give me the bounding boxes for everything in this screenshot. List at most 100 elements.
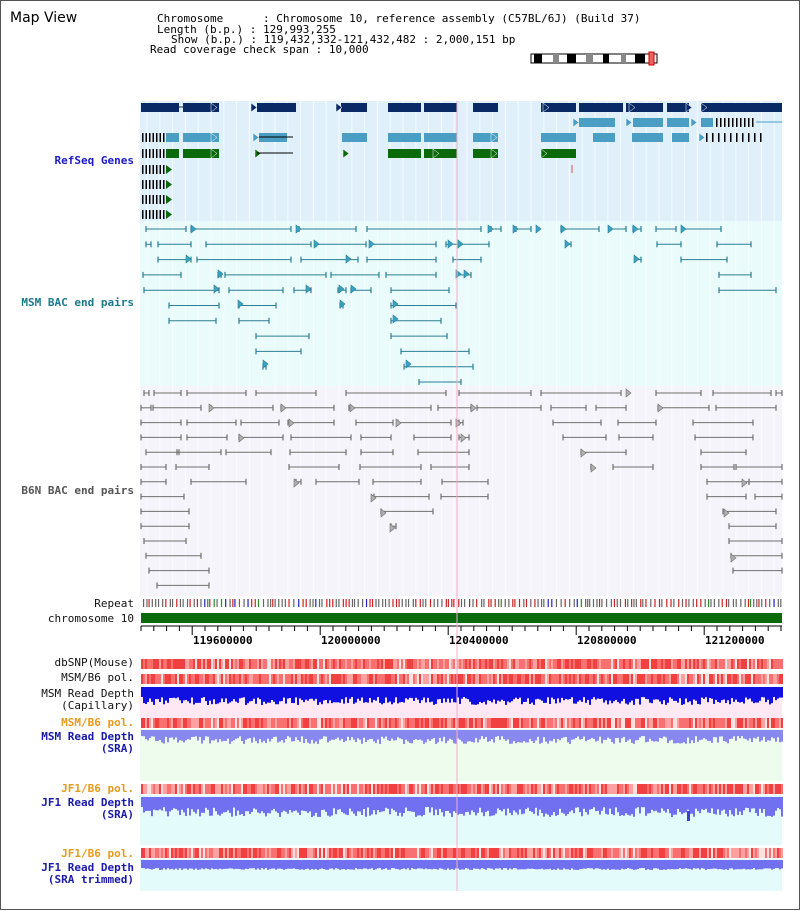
track-label-msm-depth-sra[interactable]: MSM Read Depth (SRA)	[41, 731, 134, 755]
heat-cell	[275, 659, 277, 669]
heat-cell	[591, 848, 593, 858]
heat-cell	[577, 784, 579, 794]
heat-cell	[231, 659, 233, 669]
heat-cell	[297, 659, 299, 669]
heat-cell	[753, 784, 755, 794]
heat-cell	[715, 848, 717, 858]
heat-cell	[471, 659, 473, 669]
depth-bar	[391, 797, 393, 809]
depth-tracks[interactable]	[141, 687, 783, 870]
heat-cell	[273, 848, 275, 858]
refseq-gene-track[interactable]	[141, 102, 782, 219]
msm-bac-track[interactable]	[142, 224, 777, 385]
heat-cell	[535, 848, 537, 858]
bac-arrow	[405, 359, 412, 369]
depth-bar	[627, 797, 629, 815]
heat-cell	[283, 784, 285, 794]
depth-bar	[529, 797, 531, 812]
depth-bar	[251, 860, 253, 869]
depth-bar	[665, 730, 667, 738]
bac-arrow	[460, 433, 467, 443]
depth-bar	[677, 687, 679, 703]
heat-cell	[335, 674, 337, 684]
heat-cell	[479, 718, 481, 728]
repeat-track[interactable]	[143, 599, 782, 607]
heat-cell	[403, 718, 405, 728]
track-label-jf1-depth-sra[interactable]: JF1 Read Depth (SRA)	[41, 797, 134, 821]
repeat-mark	[171, 599, 174, 607]
gene-exon	[166, 133, 179, 142]
chromosome-ideogram[interactable]	[530, 51, 658, 66]
track-label-msm-depth-cap[interactable]: MSM Read Depth (Capillary)	[41, 688, 134, 712]
heat-cell	[221, 718, 223, 728]
position-axis	[140, 625, 782, 635]
heat-cell	[555, 784, 557, 794]
depth-bar	[641, 797, 643, 808]
heat-cell	[391, 718, 393, 728]
heat-cell	[533, 674, 535, 684]
heat-cell	[481, 784, 483, 794]
heat-cell	[761, 784, 763, 794]
bac-arrow	[625, 388, 632, 398]
heat-cell	[581, 674, 583, 684]
depth-bar	[295, 860, 297, 870]
depth-bar	[485, 687, 487, 705]
depth-bar	[267, 730, 269, 739]
track-label-msm-b6-pol[interactable]: MSM/B6 pol.	[61, 671, 134, 684]
depth-bar	[753, 797, 755, 809]
heat-cell	[761, 718, 763, 728]
track-label-msm-bac[interactable]: MSM BAC end pairs	[21, 296, 134, 309]
track-label-jf1-b6-pol-2[interactable]: JF1/B6 pol.	[61, 847, 134, 860]
depth-bar	[145, 797, 147, 812]
repeat-mark	[576, 599, 578, 607]
heat-cell	[357, 784, 359, 794]
heat-cell	[737, 848, 739, 858]
heat-cell	[501, 659, 503, 669]
heat-cell	[669, 674, 671, 684]
track-label-repeat[interactable]: Repeat	[94, 597, 134, 610]
heat-cell	[389, 659, 391, 669]
heatmap-tracks[interactable]	[141, 659, 783, 858]
gene-exon	[159, 180, 161, 189]
track-label-jf1-b6-pol[interactable]: JF1/B6 pol.	[61, 782, 134, 795]
depth-bar	[201, 797, 203, 813]
gene-exon	[163, 149, 165, 158]
heat-cell	[197, 659, 199, 669]
heat-cell	[699, 848, 701, 858]
heat-cell	[513, 674, 515, 684]
depth-bar	[603, 797, 605, 808]
depth-bar	[347, 860, 349, 870]
depth-bar	[485, 860, 487, 870]
track-label-dbsnp[interactable]: dbSNP(Mouse)	[54, 656, 134, 669]
depth-bar	[691, 730, 693, 741]
heat-cell	[575, 659, 577, 669]
heat-cell	[629, 784, 631, 794]
heat-cell	[715, 718, 717, 728]
heat-cell	[433, 659, 435, 669]
depth-bar	[263, 797, 265, 814]
heat-cell	[645, 784, 647, 794]
track-label-refseq[interactable]: RefSeq Genes	[54, 154, 134, 167]
track-label-jf1-depth-trim[interactable]: JF1 Read Depth (SRA trimmed)	[41, 862, 134, 886]
heat-cell	[779, 784, 781, 794]
depth-bar	[433, 687, 435, 705]
repeat-mark	[392, 599, 394, 607]
depth-bar	[353, 687, 355, 704]
repeat-mark	[718, 599, 720, 607]
heat-cell	[575, 784, 577, 794]
depth-bar	[559, 730, 561, 741]
repeat-mark	[460, 599, 463, 607]
depth-bar	[457, 730, 459, 739]
b6n-bac-track[interactable]	[140, 388, 783, 589]
chromosome-bar[interactable]	[141, 613, 782, 623]
heat-cell	[341, 659, 343, 669]
heat-cell	[243, 784, 245, 794]
track-label-b6n-bac[interactable]: B6N BAC end pairs	[21, 484, 134, 497]
heat-cell	[631, 718, 633, 728]
heat-cell	[355, 718, 357, 728]
track-label-msm-b6-pol-2[interactable]: MSM/B6 pol.	[61, 716, 134, 729]
page-title: Map View	[10, 10, 78, 26]
track-label-chromosome[interactable]: chromosome 10	[47, 612, 134, 625]
heat-cell	[385, 784, 387, 794]
